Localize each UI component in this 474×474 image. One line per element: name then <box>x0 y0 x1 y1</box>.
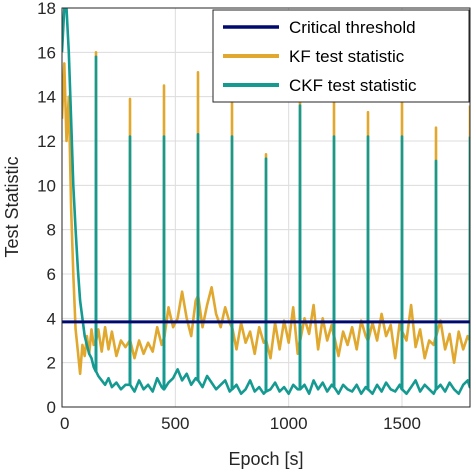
x-tick-label: 0 <box>60 414 69 433</box>
y-tick-label: 14 <box>37 88 56 107</box>
y-tick-label: 10 <box>37 176 56 195</box>
y-tick-label: 0 <box>47 398 56 417</box>
x-tick-label: 500 <box>161 414 189 433</box>
y-tick-label: 12 <box>37 132 56 151</box>
legend-label-2: CKF test statistic <box>289 76 417 95</box>
y-axis-title: Test Statistic <box>2 156 22 257</box>
y-tick-label: 8 <box>47 221 56 240</box>
y-tick-label: 6 <box>47 265 56 284</box>
legend-label-0: Critical threshold <box>289 18 416 37</box>
x-tick-label: 1000 <box>270 414 308 433</box>
series-line-2 <box>62 8 470 396</box>
y-tick-label: 2 <box>47 354 56 373</box>
plot-frame <box>61 7 471 408</box>
x-axis-title: Epoch [s] <box>228 449 303 469</box>
y-tick-label: 16 <box>37 43 56 62</box>
y-tick-label: 4 <box>47 309 56 328</box>
tick-labels: 0 500 1000 1500 0 2 4 6 8 10 12 14 16 18 <box>37 0 421 433</box>
legend: Critical threshold KF test statistic CKF t… <box>212 9 470 103</box>
legend-label-1: KF test statistic <box>289 47 405 66</box>
x-tick-label: 1500 <box>383 414 421 433</box>
series-layer <box>62 8 470 396</box>
y-tick-label: 18 <box>37 0 56 18</box>
